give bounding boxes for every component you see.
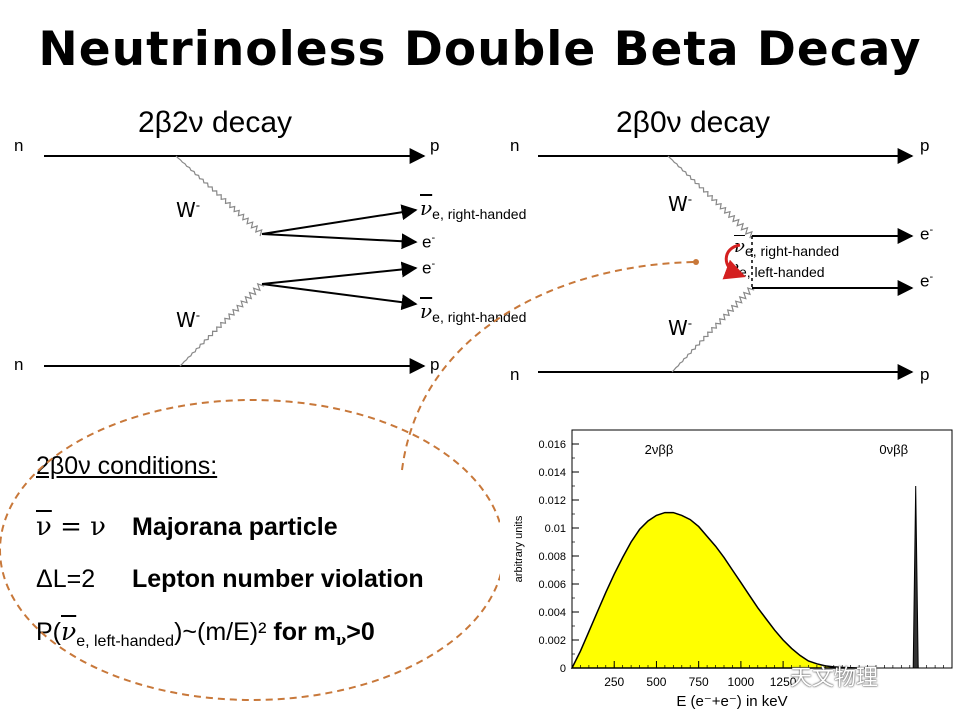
- plot-frame: [571, 429, 953, 669]
- right-w-bottom-label: W-: [668, 316, 693, 340]
- annotation-0vbb: 0νββ: [879, 442, 908, 457]
- y-tick-label: 0.008: [538, 551, 566, 563]
- left-w-boson-bottom: [179, 282, 265, 367]
- x-tick-label: 750: [689, 675, 709, 689]
- majorana-label: Majorana particle: [132, 513, 338, 541]
- right-p-top: p: [920, 136, 930, 155]
- x-axis-label: E (e⁻+e⁻) in keV: [676, 693, 787, 710]
- helicity-flip-arrow: [722, 243, 746, 280]
- probability-formula: P(νe, left-handed)~(m/E)² for mν>0: [36, 617, 375, 650]
- left-antineutrino-top-label: νe, right-handed: [420, 196, 527, 222]
- x-tick-label: 500: [646, 675, 666, 689]
- y-tick-label: 0: [560, 663, 566, 675]
- zoom-connector-arc: [401, 261, 695, 471]
- right-p-bottom: p: [920, 365, 930, 384]
- majorana-equation: ν = ν: [36, 512, 106, 542]
- annotation-2vbb: 2νββ: [645, 442, 674, 457]
- right-w-boson-top: [667, 155, 753, 239]
- right-n-bottom: n: [510, 365, 520, 384]
- zoom-point: [693, 259, 699, 265]
- conditions-ellipse: [0, 399, 505, 701]
- left-p-bottom: p: [430, 355, 440, 374]
- left-w-boson-top: [175, 155, 263, 237]
- spectrum-chart: 0 0.002 0.004 0.006 0.008 0.01 0.012 0.014 0.016…: [500, 420, 960, 720]
- y-axis-label: arbitrary units: [513, 515, 525, 582]
- right-w-boson-bottom: [671, 287, 755, 373]
- left-antineutrino-bottom-label: νe, right-handed: [420, 299, 527, 325]
- left-n-bottom: n: [14, 355, 24, 374]
- lepton-equation: ΔL=2: [36, 565, 96, 593]
- y-tick-label: 0.006: [538, 579, 566, 591]
- left-electron-line-2: [261, 261, 418, 285]
- left-electron-2-label: e-: [422, 258, 436, 278]
- y-tick-label: 0.002: [538, 635, 566, 647]
- watermark: 天文物理: [790, 666, 879, 691]
- conditions-heading: 2β0ν conditions:: [36, 452, 218, 480]
- x-tick-label: 250: [604, 675, 624, 689]
- lepton-label: Lepton number violation: [132, 565, 424, 593]
- y-tick-label: 0.012: [538, 495, 566, 507]
- left-antineutrino-line-bottom: [261, 283, 418, 311]
- y-tick-label: 0.01: [545, 523, 566, 535]
- left-antineutrino-line-top: [261, 204, 418, 235]
- y-tick-label: 0.014: [538, 467, 566, 479]
- left-diagram-title: 2β2ν decay: [138, 106, 293, 139]
- right-n-top: n: [510, 136, 520, 155]
- series-0vbb-peak: [912, 485, 919, 669]
- left-p-top: p: [430, 136, 440, 155]
- left-w-top-label: W-: [176, 198, 201, 222]
- right-electron-2-label: e-: [920, 271, 934, 291]
- y-tick-label: 0.016: [538, 439, 566, 451]
- right-diagram-title: 2β0ν decay: [616, 106, 771, 139]
- right-w-top-label: W-: [668, 192, 693, 216]
- x-tick-label: 1250: [770, 675, 797, 689]
- x-tick-label: 1000: [728, 675, 755, 689]
- left-electron-line-1: [261, 233, 418, 250]
- y-tick-label: 0.004: [538, 607, 566, 619]
- right-electron-1-label: e-: [920, 224, 934, 244]
- left-electron-1-label: e-: [422, 232, 436, 252]
- page-title: Neutrinoless Double Beta Decay: [38, 22, 922, 77]
- left-w-bottom-label: W-: [176, 308, 201, 332]
- left-n-top: n: [14, 136, 24, 155]
